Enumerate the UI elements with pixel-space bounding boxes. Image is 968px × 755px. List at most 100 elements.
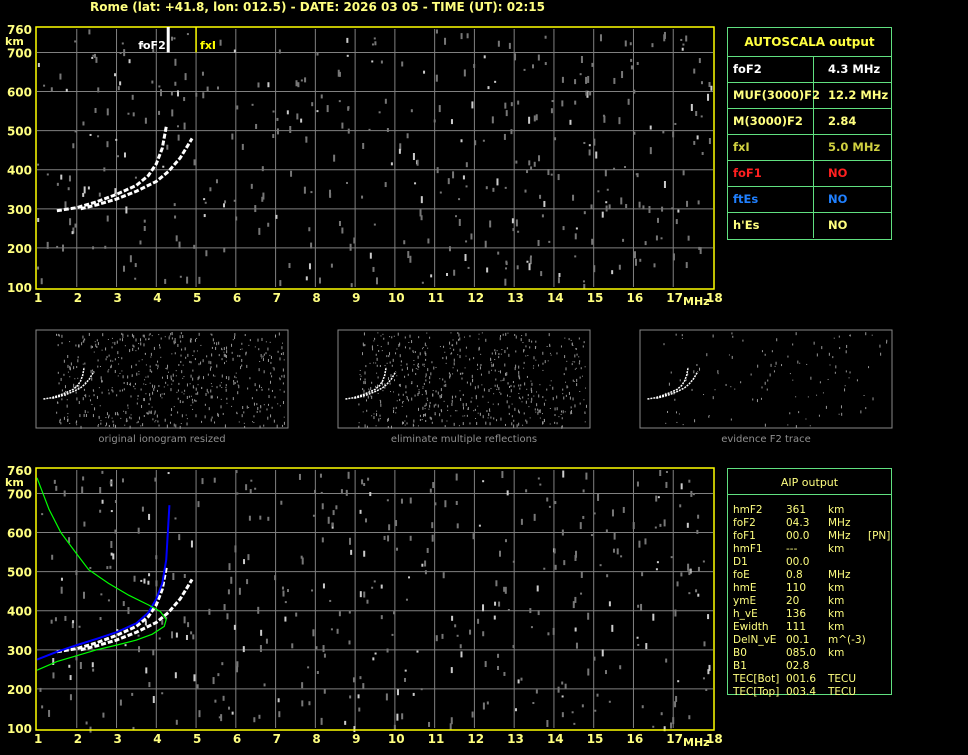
noise-dot: [554, 501, 557, 505]
noise-dot: [72, 227, 75, 234]
aip-cell: hmE: [733, 582, 757, 594]
noise-dot: [92, 369, 94, 372]
noise-dot: [268, 388, 270, 391]
noise-dot: [550, 173, 553, 176]
noise-dot: [404, 375, 406, 378]
noise-dot: [117, 351, 119, 355]
noise-dot: [357, 694, 360, 699]
noise-dot: [776, 338, 778, 342]
noise-dot: [420, 688, 423, 691]
noise-dot: [203, 214, 206, 218]
noise-dot: [67, 418, 69, 422]
noise-dot: [322, 645, 325, 653]
noise-dot: [346, 54, 349, 57]
noise-dot: [331, 522, 334, 527]
noise-dot: [395, 406, 397, 409]
noise-dot: [625, 203, 628, 208]
noise-dot: [115, 424, 117, 428]
noise-dot: [515, 335, 517, 339]
noise-dot: [304, 77, 307, 83]
noise-dot: [408, 576, 411, 579]
noise-dot: [215, 346, 217, 350]
noise-dot: [193, 350, 195, 353]
noise-dot: [594, 709, 597, 712]
noise-dot: [364, 344, 366, 347]
noise-dot: [196, 684, 199, 689]
noise-dot: [148, 573, 151, 577]
noise-dot: [420, 196, 423, 204]
noise-dot: [500, 417, 502, 421]
noise-dot: [554, 414, 556, 417]
noise-dot: [233, 381, 235, 385]
noise-dot: [371, 60, 374, 63]
autoscala-row: M(3000)F2 2.84: [728, 109, 891, 135]
noise-dot: [531, 340, 533, 343]
noise-dot: [78, 344, 80, 348]
noise-dot: [105, 417, 107, 419]
noise-dot: [158, 424, 160, 427]
noise-dot: [443, 345, 445, 348]
noise-dot: [127, 407, 129, 409]
noise-dot: [583, 341, 585, 344]
noise-dot: [685, 262, 688, 269]
noise-dot: [593, 656, 596, 661]
noise-dot: [129, 255, 132, 263]
noise-dot: [447, 409, 449, 411]
noise-dot: [388, 524, 391, 531]
noise-dot: [127, 334, 129, 337]
noise-dot: [554, 564, 557, 570]
noise-dot: [498, 370, 500, 372]
noise-dot: [211, 416, 213, 419]
noise-dot: [491, 116, 494, 124]
noise-dot: [489, 408, 491, 412]
noise-dot: [416, 159, 419, 166]
noise-dot: [368, 388, 370, 390]
noise-dot: [96, 339, 98, 342]
param-value: 5.0 MHz: [828, 140, 881, 154]
noise-dot: [238, 385, 240, 389]
noise-dot: [144, 379, 146, 381]
noise-dot: [531, 389, 533, 393]
noise-dot: [52, 672, 55, 679]
noise-dot: [379, 364, 381, 367]
y-tick-label: 500: [7, 125, 32, 139]
noise-dot: [186, 422, 188, 426]
noise-dot: [469, 358, 471, 361]
noise-dot: [571, 711, 574, 714]
noise-dot: [590, 204, 593, 209]
noise-dot: [216, 386, 218, 389]
noise-dot: [160, 89, 163, 97]
noise-dot: [105, 425, 107, 427]
noise-dot: [636, 61, 639, 65]
noise-dot: [629, 42, 632, 46]
noise-dot: [108, 416, 110, 419]
noise-dot: [177, 411, 179, 414]
noise-dot: [471, 101, 474, 109]
noise-dot: [280, 353, 282, 356]
noise-dot: [418, 336, 420, 339]
noise-dot: [688, 569, 691, 576]
plot-frame: [35, 467, 715, 731]
noise-dot: [79, 661, 82, 669]
noise-dot: [682, 424, 684, 426]
noise-dot: [358, 422, 360, 424]
noise-dot: [612, 548, 615, 553]
noise-dot: [131, 94, 134, 100]
noise-dot: [611, 624, 614, 632]
noise-dot: [92, 246, 95, 250]
aip-cell: MHz: [828, 569, 851, 581]
noise-dot: [795, 332, 797, 336]
noise-dot: [150, 413, 152, 415]
noise-dot: [487, 86, 490, 90]
noise-dot: [248, 407, 250, 409]
noise-dot: [89, 566, 92, 569]
noise-dot: [158, 385, 160, 388]
noise-dot: [143, 398, 145, 402]
noise-dot: [392, 358, 394, 362]
noise-dot: [316, 671, 319, 675]
noise-dot: [455, 473, 458, 481]
noise-dot: [361, 195, 364, 199]
noise-dot: [56, 245, 59, 248]
noise-dot: [499, 335, 501, 338]
noise-dot: [417, 355, 419, 359]
